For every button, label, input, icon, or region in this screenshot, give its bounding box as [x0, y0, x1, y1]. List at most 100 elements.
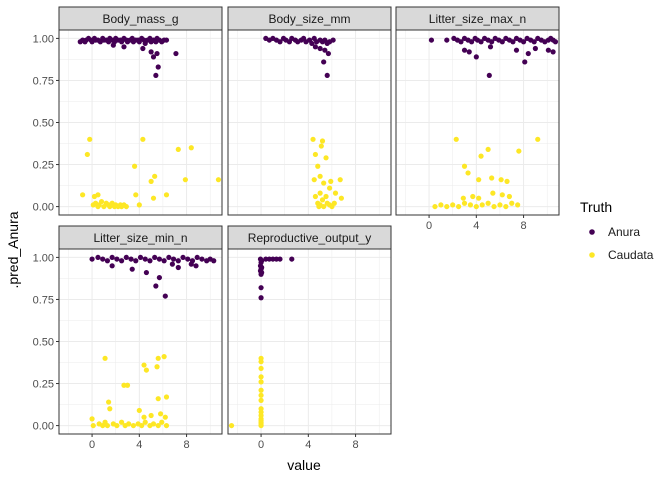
data-point-anura [166, 254, 172, 261]
x-tick-label: 4 [305, 439, 311, 451]
data-point-caudata [258, 422, 264, 429]
x-tick-label: 8 [184, 439, 190, 451]
legend-label: Caudata [608, 248, 654, 262]
data-point-anura [522, 59, 528, 65]
data-point-caudata [154, 364, 160, 370]
data-point-anura [95, 254, 101, 261]
panels-layer: Body_mass_g 0.00 0.25 0.50 0.75 1.00 Body_size… [33, 6, 560, 451]
facet-panel: Reproductive_output_y 0 4 8 [227, 225, 392, 451]
data-point-anura [428, 37, 435, 43]
x-tick-label: 4 [473, 220, 479, 232]
data-point-caudata [478, 153, 484, 159]
data-point-anura [119, 258, 125, 264]
data-point-anura [468, 39, 475, 45]
data-point-caudata [326, 185, 333, 191]
data-point-caudata [312, 193, 319, 200]
legend-key-caudata [589, 252, 595, 258]
data-point-caudata [258, 387, 264, 393]
data-point-caudata [140, 136, 146, 142]
data-point-anura [489, 39, 495, 45]
panel-border [227, 248, 392, 435]
data-point-anura [137, 254, 144, 261]
data-point-anura [142, 256, 148, 262]
data-point-caudata [319, 138, 326, 144]
data-point-caudata [130, 422, 137, 429]
data-point-caudata [321, 203, 327, 210]
data-point-anura [156, 256, 162, 262]
data-point-caudata [163, 394, 170, 400]
y-tick-label: 0.25 [33, 160, 54, 172]
x-tick-label: 8 [353, 439, 359, 451]
facet-panel: Body_size_mm [227, 6, 392, 216]
data-point-caudata [461, 200, 468, 206]
data-point-caudata [142, 419, 148, 425]
data-point-anura [128, 256, 134, 262]
data-point-anura [121, 44, 127, 50]
data-point-caudata [506, 193, 512, 200]
data-point-caudata [476, 177, 482, 183]
data-point-anura [147, 258, 153, 264]
data-point-caudata [148, 412, 154, 419]
data-point-anura [100, 256, 106, 262]
data-point-anura [466, 49, 472, 55]
y-tick-label: 1.00 [33, 252, 54, 264]
data-point-caudata [460, 195, 466, 201]
data-point-caudata [311, 177, 317, 183]
data-point-caudata [141, 362, 147, 368]
data-point-anura [478, 39, 484, 45]
data-point-anura [330, 37, 336, 43]
data-point-caudata [444, 203, 450, 210]
data-point-caudata [503, 203, 509, 210]
facet-strip-label: Body_mass_g [102, 12, 178, 26]
data-point-caudata [90, 422, 96, 429]
data-point-anura [152, 254, 158, 261]
panel-border [227, 29, 392, 216]
data-point-anura [545, 47, 551, 53]
facet-panel: Body_mass_g 0.00 0.25 0.50 0.75 1.00 [33, 6, 223, 216]
y-tick-label: 0.00 [33, 421, 54, 433]
data-point-caudata [453, 136, 459, 142]
data-point-caudata [337, 177, 343, 183]
data-point-caudata [328, 178, 334, 184]
data-point-anura [114, 256, 120, 262]
data-point-anura [173, 50, 179, 57]
data-point-caudata [467, 202, 474, 208]
data-point-caudata [155, 355, 161, 361]
data-point-anura [140, 45, 146, 52]
data-point-caudata [163, 422, 170, 429]
data-point-caudata [87, 136, 93, 142]
data-point-anura [550, 49, 556, 55]
data-point-caudata [131, 163, 138, 169]
data-point-anura [525, 50, 531, 57]
data-point-anura [109, 254, 115, 261]
data-point-caudata [489, 175, 495, 181]
data-point-caudata [188, 145, 194, 151]
data-point-anura [277, 39, 283, 45]
legend-entries: Anura Caudata [589, 225, 654, 262]
x-tick-label: 0 [426, 220, 432, 232]
data-point-anura [199, 256, 205, 262]
data-point-anura [531, 39, 537, 45]
data-point-caudata [163, 192, 170, 198]
data-point-caudata [136, 407, 142, 414]
data-point-caudata [504, 178, 510, 184]
y-tick-label: 0.75 [33, 294, 54, 306]
data-point-caudata [485, 146, 491, 153]
data-point-caudata [133, 192, 139, 198]
data-point-caudata [155, 396, 161, 402]
data-point-anura [277, 256, 283, 262]
data-point-anura [109, 263, 115, 269]
y-tick-label: 0.75 [33, 75, 54, 87]
data-point-caudata [497, 202, 503, 208]
data-point-anura [123, 254, 129, 261]
data-point-caudata [515, 202, 521, 208]
data-point-caudata [312, 151, 319, 158]
data-point-caudata [143, 367, 150, 373]
y-tick-label: 0.50 [33, 118, 54, 130]
data-point-anura [532, 45, 538, 52]
data-point-caudata [102, 355, 108, 361]
data-point-caudata [136, 202, 142, 208]
data-point-caudata [473, 203, 479, 210]
data-point-caudata [258, 397, 264, 403]
data-point-anura [312, 44, 319, 50]
